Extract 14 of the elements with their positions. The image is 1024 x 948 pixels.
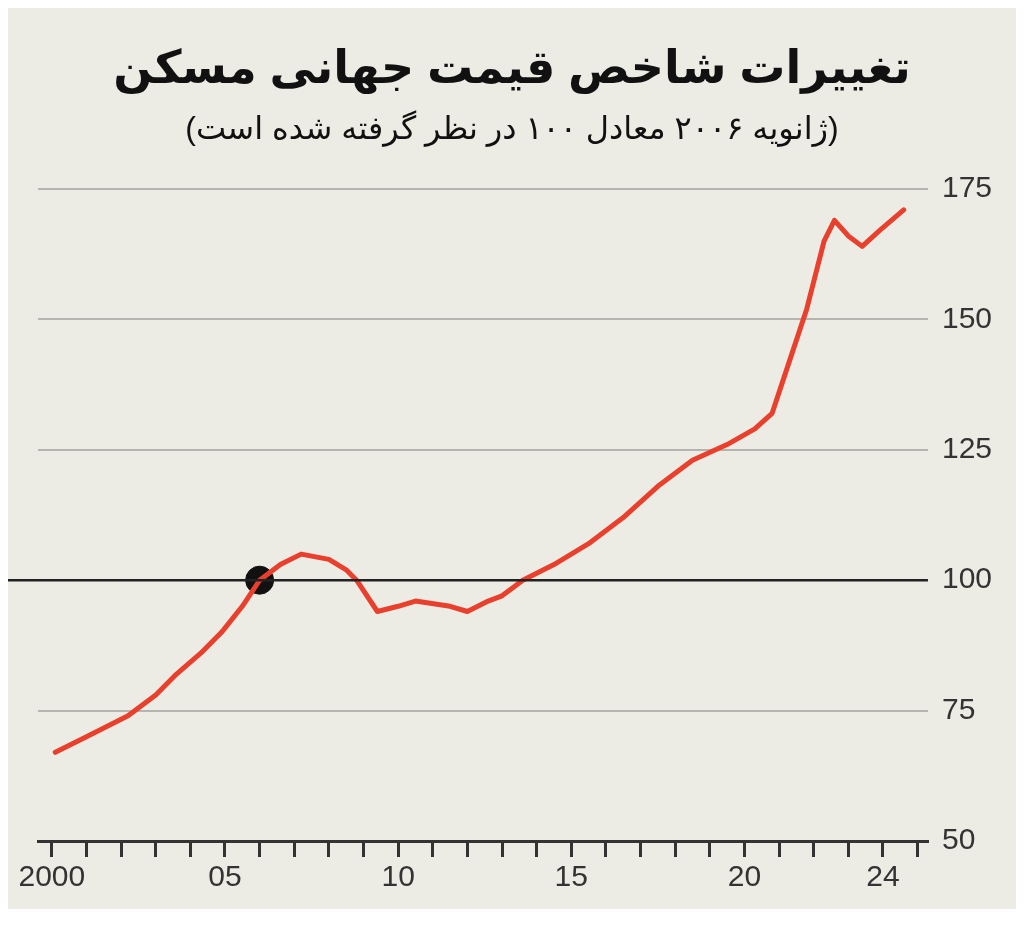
- chart-title: تغییرات شاخص قیمت جهانی مسکن: [112, 40, 912, 96]
- y-tick-label: 100: [941, 561, 993, 595]
- x-tick-label: 2000: [18, 859, 86, 893]
- y-tick-label: 125: [941, 431, 993, 465]
- x-tick-label: 05: [208, 859, 242, 893]
- x-tick-label: 15: [554, 859, 588, 893]
- y-tick-label: 50: [941, 822, 976, 856]
- y-tick-label: 175: [941, 170, 993, 204]
- chart-subtitle: (ژانویه ۲۰۰۶ معادل ۱۰۰ در نظر گرفته شده است): [184, 108, 840, 149]
- y-tick-label: 150: [941, 301, 993, 335]
- x-tick-label: 24: [866, 859, 900, 893]
- x-tick-label: 20: [727, 859, 762, 893]
- y-tick-label: 75: [941, 692, 976, 726]
- x-tick-label: 10: [381, 859, 415, 893]
